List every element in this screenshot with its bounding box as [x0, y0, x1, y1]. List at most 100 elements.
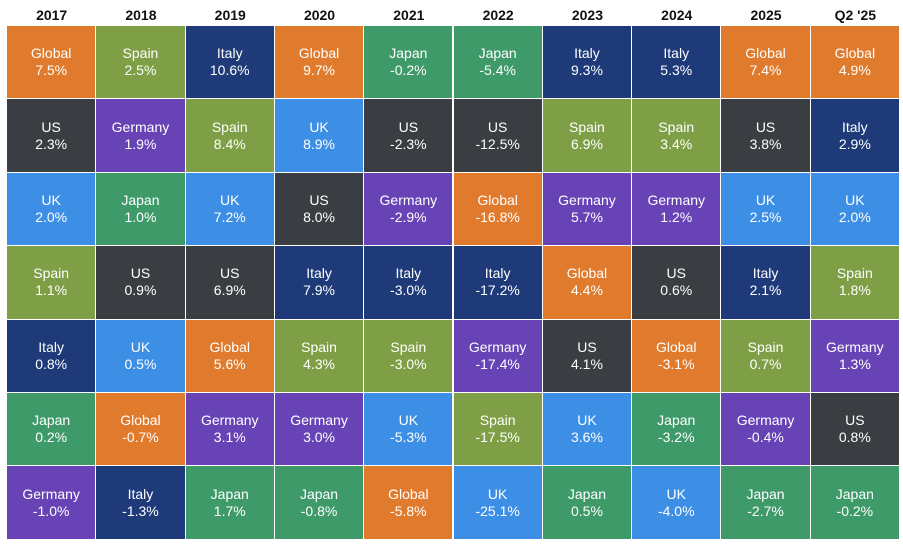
quilt-cell: Global -3.1%: [632, 319, 722, 393]
market-label: UK: [41, 191, 61, 208]
return-value: 3.8%: [749, 135, 782, 152]
quilt-cell: Germany 3.1%: [185, 393, 275, 467]
market-label: Germany: [111, 118, 170, 135]
return-value: 0.2%: [35, 429, 68, 446]
return-value: 3.1%: [213, 429, 246, 446]
market-label: Germany: [647, 191, 706, 208]
return-value: 0.8%: [35, 355, 68, 372]
quilt-cell: Spain -17.5%: [453, 393, 543, 467]
quilt-cell: Global 7.5%: [7, 26, 97, 100]
return-value: 1.1%: [35, 282, 68, 299]
return-value: 0.8%: [838, 429, 871, 446]
return-value: 8.4%: [213, 135, 246, 152]
market-label: Japan: [32, 412, 71, 429]
column-header: 2021: [393, 7, 425, 23]
return-value: -16.8%: [475, 208, 520, 225]
quilt-cell: US -2.3%: [364, 99, 454, 173]
market-label: UK: [487, 485, 508, 502]
return-value: 0.5%: [124, 355, 157, 372]
return-value: -5.8%: [390, 502, 427, 519]
return-value: -5.4%: [479, 62, 516, 79]
market-label: Italy: [484, 265, 511, 282]
return-value: 1.8%: [838, 282, 871, 299]
quilt-cell: US 0.8%: [810, 393, 900, 467]
market-label: Germany: [468, 338, 527, 355]
market-label: Spain: [569, 118, 605, 135]
market-label: UK: [666, 485, 686, 502]
return-value: -5.3%: [390, 429, 427, 446]
market-label: Italy: [574, 45, 600, 62]
quilt-cell: Germany 3.0%: [274, 393, 365, 467]
market-label: Global: [477, 191, 518, 208]
quilt-cell: Global 7.4%: [721, 26, 811, 100]
market-label: Japan: [746, 485, 785, 502]
quilt-cell: Japan 1.0%: [96, 172, 186, 247]
return-value: -2.9%: [390, 208, 427, 225]
column-header: 2019: [214, 7, 246, 23]
return-value: 3.0%: [303, 429, 335, 446]
quilt-cell: UK 3.6%: [542, 393, 633, 467]
quilt-cell: Japan 0.5%: [542, 466, 633, 540]
return-value: 0.5%: [570, 502, 603, 519]
quilt-cell: Italy 9.3%: [542, 26, 633, 100]
quilt-cell: Spain 3.4%: [632, 99, 722, 173]
return-value: 1.2%: [660, 208, 693, 225]
market-label: UK: [845, 191, 865, 208]
return-value: -0.2%: [836, 502, 874, 519]
market-label: Germany: [200, 412, 259, 429]
market-label: Global: [30, 45, 72, 62]
quilt-cell: Germany 1.3%: [810, 319, 900, 393]
return-value: -1.3%: [122, 502, 159, 519]
quilt-cell: Global 9.7%: [274, 26, 365, 100]
return-value: 7.5%: [35, 62, 68, 79]
market-label: Japan: [478, 45, 517, 62]
market-label: US: [666, 265, 686, 282]
quilt-cell: Spain 1.1%: [7, 246, 97, 320]
return-value: 2.5%: [124, 62, 157, 79]
quilt-cell: Italy 2.9%: [810, 99, 900, 173]
market-label: US: [130, 265, 151, 282]
quilt-cell: US 2.3%: [7, 99, 97, 173]
quilt-cell: UK -5.3%: [364, 393, 454, 467]
market-label: Italy: [216, 45, 243, 62]
market-label: Japan: [835, 485, 874, 502]
quilt-cell: Italy 7.9%: [274, 246, 365, 320]
market-label: US: [309, 191, 329, 208]
market-label: Germany: [379, 191, 438, 208]
market-label: US: [755, 118, 776, 135]
return-value: 5.7%: [570, 208, 603, 225]
quilt-cell: Japan -2.7%: [721, 466, 811, 540]
quilt-cell: Global -5.8%: [364, 466, 454, 540]
return-value: 8.0%: [303, 208, 335, 225]
quilt-cell: Spain 0.7%: [721, 319, 811, 393]
quilt-cell: Italy -1.3%: [96, 466, 186, 540]
quilt-cell: Germany 5.7%: [542, 172, 633, 247]
market-label: Japan: [657, 412, 696, 429]
market-label: US: [220, 265, 240, 282]
return-value: -0.8%: [300, 502, 338, 519]
quilt-cell: Germany -1.0%: [7, 466, 97, 540]
quilt-cell: Germany -0.4%: [721, 393, 811, 467]
quilt-cell: US 0.6%: [632, 246, 722, 320]
market-label: Spain: [836, 265, 873, 282]
column-header: 2023: [571, 7, 604, 23]
quilt-cell: Italy 10.6%: [185, 26, 275, 100]
quilt-cell: Germany -17.4%: [453, 319, 543, 393]
market-label: Global: [745, 45, 786, 62]
quilt-cell: Japan 1.7%: [185, 466, 275, 540]
return-value: 1.7%: [213, 502, 246, 519]
quilt-cell: Japan -3.2%: [632, 393, 722, 467]
quilt-cell: US 4.1%: [542, 319, 633, 393]
quilt-cell: US -12.5%: [453, 99, 543, 173]
return-value: 9.7%: [303, 62, 335, 79]
quilt-cell: UK -25.1%: [453, 466, 543, 540]
market-label: Italy: [752, 265, 779, 282]
market-label: Global: [298, 45, 340, 62]
quilt-cell: Spain 2.5%: [96, 26, 186, 100]
market-label: Italy: [38, 338, 64, 355]
return-value: 4.9%: [838, 62, 871, 79]
market-label: Global: [566, 265, 608, 282]
market-label: Spain: [747, 338, 784, 355]
return-value: 6.9%: [570, 135, 603, 152]
